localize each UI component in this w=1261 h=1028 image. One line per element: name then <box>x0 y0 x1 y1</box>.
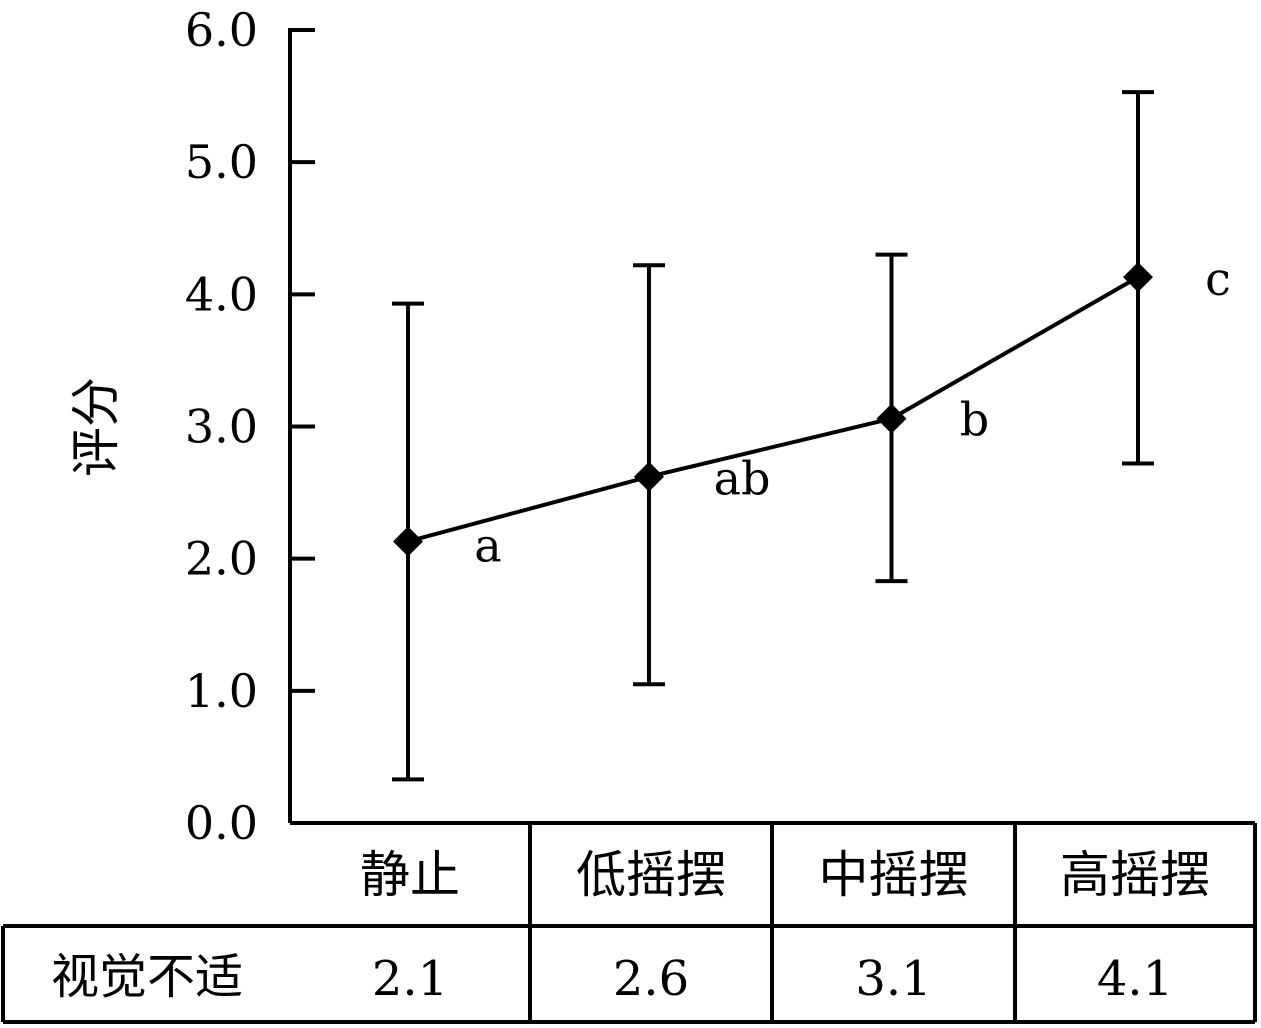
data-point-marker <box>876 403 907 434</box>
x-category-label: 静止 <box>360 846 460 904</box>
x-category-label: 中摇摆 <box>819 846 969 904</box>
y-tick-label: 0.0 <box>185 796 258 850</box>
y-ticks: 0.0 1.0 2.0 3.0 4.0 5.0 6.0 <box>185 3 315 850</box>
y-tick-label: 4.0 <box>185 267 258 321</box>
series-line-group <box>407 275 1139 544</box>
series-line <box>407 275 1139 544</box>
significance-label: ab <box>714 452 771 506</box>
data-point-marker <box>393 526 423 557</box>
table-cell-value: 3.1 <box>855 951 931 1007</box>
table-row-label: 视觉不适 <box>51 949 243 1005</box>
error-bars <box>392 90 1154 782</box>
markers <box>393 262 1153 557</box>
data-point-marker <box>1123 262 1153 293</box>
x-category-label: 低摇摆 <box>576 846 726 904</box>
significance-label: b <box>960 393 989 447</box>
x-category-label: 高摇摆 <box>1060 846 1210 904</box>
y-axis-label: 评分 <box>67 377 125 477</box>
y-tick-label: 6.0 <box>185 3 258 57</box>
table-cell-value: 2.6 <box>613 951 689 1007</box>
y-tick-label: 3.0 <box>185 400 258 454</box>
y-tick-label: 5.0 <box>185 135 258 189</box>
table-cell-value: 2.1 <box>372 951 448 1007</box>
significance-label: c <box>1205 252 1231 306</box>
significance-label: a <box>474 518 501 572</box>
significance-labels: a ab b c <box>474 252 1231 572</box>
data-point-marker <box>634 461 664 492</box>
table-cell-value: 4.1 <box>1097 951 1173 1007</box>
y-tick-label: 2.0 <box>185 532 258 586</box>
y-tick-label: 1.0 <box>185 664 258 718</box>
